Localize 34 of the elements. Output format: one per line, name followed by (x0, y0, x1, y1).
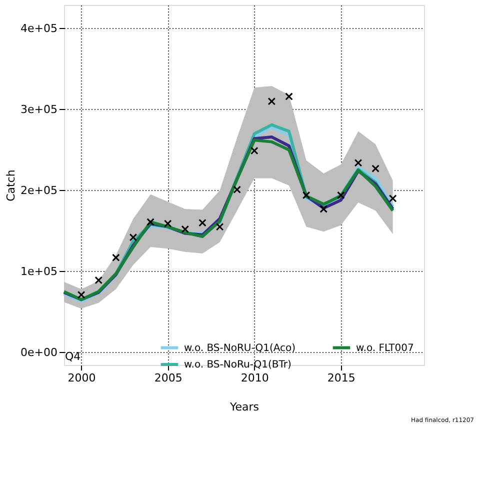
point (216, 222, 224, 231)
annotation: Q4 (65, 350, 81, 363)
point (146, 218, 154, 226)
y-tick-label: 4e+05 (20, 22, 58, 35)
point (354, 158, 362, 167)
point (250, 146, 258, 155)
point (285, 92, 293, 100)
point (112, 254, 120, 262)
point (181, 225, 190, 234)
y-tick-label: 2e+05 (20, 184, 58, 197)
point (302, 191, 310, 200)
point (233, 186, 241, 194)
point (372, 164, 380, 172)
x-tick-label: 2005 (154, 372, 182, 384)
point (198, 218, 206, 227)
point (337, 191, 345, 200)
point (77, 290, 86, 299)
y-tick-label: 0e+00 (20, 346, 58, 359)
x-axis-title: Years (228, 400, 260, 414)
x-tick-label: 2010 (240, 372, 269, 384)
point (320, 205, 328, 213)
x-tick-label: 2015 (327, 372, 356, 384)
x-tick-label: 2000 (68, 372, 96, 384)
point (164, 220, 172, 228)
point (129, 233, 138, 242)
y-tick-label: 1e+05 (20, 264, 58, 278)
y-axis-title: Catch (4, 170, 18, 202)
legend-label: w.o. BS-NoRU-Q1(Aco) (184, 342, 296, 354)
point (94, 276, 103, 284)
legend-label: w.o. BS-NoRu-Q1(BTr) (184, 360, 292, 370)
point (268, 97, 276, 106)
point (388, 194, 397, 202)
y-tick-label: 3e+05 (20, 102, 58, 116)
legend-label: w.o. FLT007 (356, 342, 414, 354)
